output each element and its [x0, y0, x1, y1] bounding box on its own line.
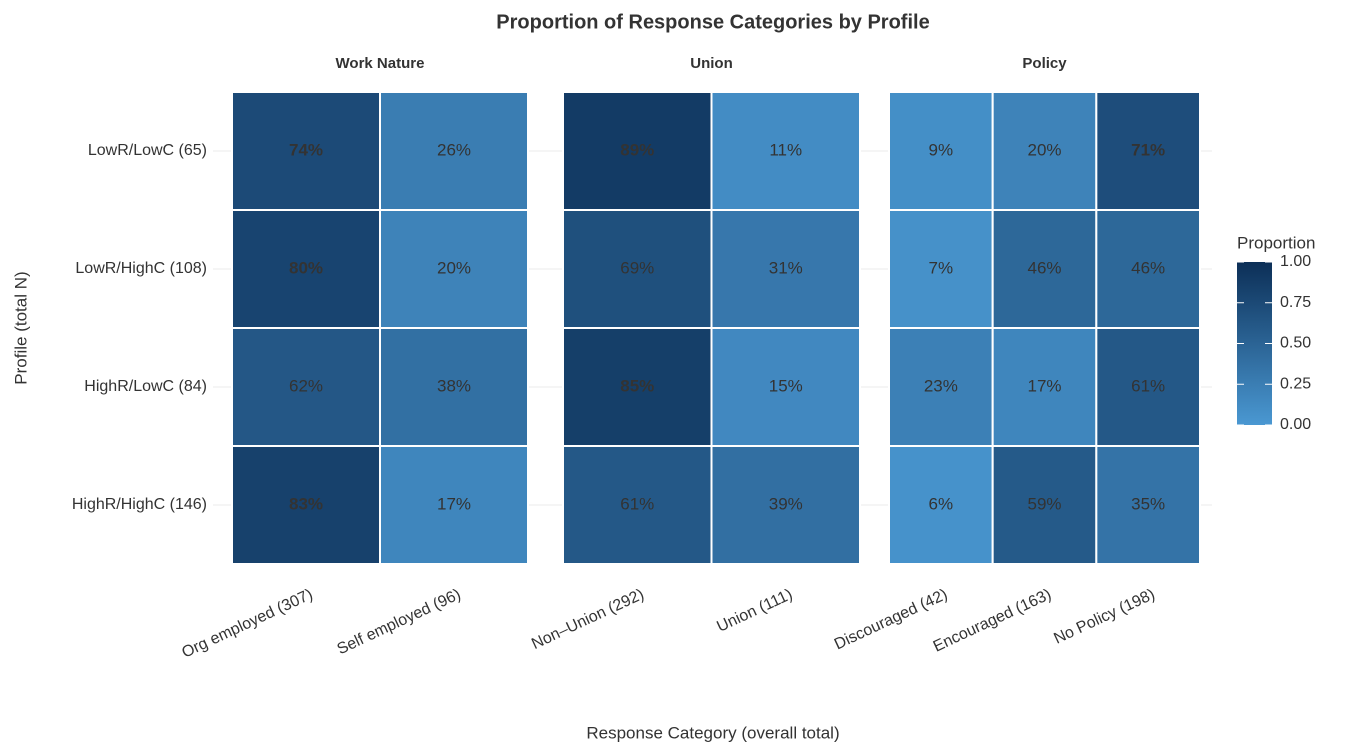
facet-label: Policy	[1022, 55, 1067, 72]
cell-label: 71%	[1131, 140, 1165, 159]
cell-label: 20%	[437, 258, 471, 277]
cell-label: 69%	[620, 258, 654, 277]
heatmap-cell	[888, 445, 994, 565]
legend-tick-label: 0.00	[1280, 416, 1311, 433]
x-tick-label: Union (111)	[714, 586, 795, 636]
cell-label: 80%	[289, 258, 323, 277]
cell-label: 85%	[620, 376, 654, 395]
y-axis-title: Profile (total N)	[11, 271, 30, 384]
cell-label: 20%	[1027, 140, 1061, 159]
x-tick-label: Encouraged (163)	[931, 586, 1054, 656]
heatmap-cell	[231, 209, 381, 329]
heatmap-cell	[231, 91, 381, 211]
cell-label: 17%	[1027, 376, 1061, 395]
heatmap-cell	[562, 91, 713, 211]
heatmap-cell	[231, 327, 381, 447]
cell-label: 15%	[769, 376, 803, 395]
cell-label: 46%	[1027, 258, 1061, 277]
cell-label: 31%	[769, 258, 803, 277]
x-tick-label: Non–Union (292)	[529, 586, 647, 653]
cell-label: 59%	[1027, 494, 1061, 513]
cell-label: 61%	[620, 494, 654, 513]
cell-label: 89%	[620, 140, 654, 159]
legend-tick-label: 0.25	[1280, 375, 1311, 392]
facet-label: Union	[690, 55, 733, 72]
x-axis-title: Response Category (overall total)	[586, 723, 839, 742]
cell-label: 17%	[437, 494, 471, 513]
cell-label: 9%	[929, 140, 954, 159]
heatmap-cell	[379, 209, 529, 329]
chart-title: Proportion of Response Categories by Pro…	[496, 11, 929, 33]
cell-label: 6%	[929, 494, 954, 513]
heatmap-cell	[888, 91, 994, 211]
legend-tick-label: 0.50	[1280, 335, 1311, 352]
cell-label: 11%	[769, 140, 802, 159]
cell-label: 39%	[769, 494, 803, 513]
y-tick-label: LowR/HighC (108)	[75, 260, 207, 277]
legend-tick-label: 1.00	[1280, 253, 1311, 270]
heatmap-cell	[888, 327, 994, 447]
y-tick-label: LowR/LowC (65)	[88, 142, 207, 159]
legend-tick-label: 0.75	[1280, 294, 1311, 311]
cell-label: 26%	[437, 140, 471, 159]
y-tick-label: HighR/LowC (84)	[84, 378, 207, 395]
legend-title: Proportion	[1237, 233, 1315, 252]
heatmap-cell	[379, 327, 529, 447]
cell-label: 61%	[1131, 376, 1165, 395]
cell-label: 62%	[289, 376, 323, 395]
cell-label: 38%	[437, 376, 471, 395]
heatmap-cell	[710, 91, 861, 211]
heatmap-cell	[710, 327, 861, 447]
heatmap-cell	[1095, 445, 1202, 565]
cell-label: 46%	[1131, 258, 1165, 277]
heatmap-cell	[379, 445, 529, 565]
heatmap-cell	[991, 209, 1098, 329]
x-tick-label: Org employed (307)	[179, 586, 315, 662]
cell-label: 35%	[1131, 494, 1165, 513]
heatmap-cell	[710, 209, 861, 329]
y-tick-label: HighR/HighC (146)	[72, 496, 207, 513]
heatmap-cell	[562, 209, 713, 329]
cell-label: 7%	[929, 258, 954, 277]
x-tick-label: No Policy (198)	[1051, 586, 1157, 648]
facet-label: Work Nature	[336, 55, 425, 72]
cell-label: 23%	[924, 376, 958, 395]
x-tick-label: Self employed (96)	[335, 586, 464, 658]
cell-label: 74%	[289, 140, 323, 159]
heatmap-cell	[1095, 91, 1202, 211]
heatmap-cell	[710, 445, 861, 565]
cell-label: 83%	[289, 494, 323, 513]
